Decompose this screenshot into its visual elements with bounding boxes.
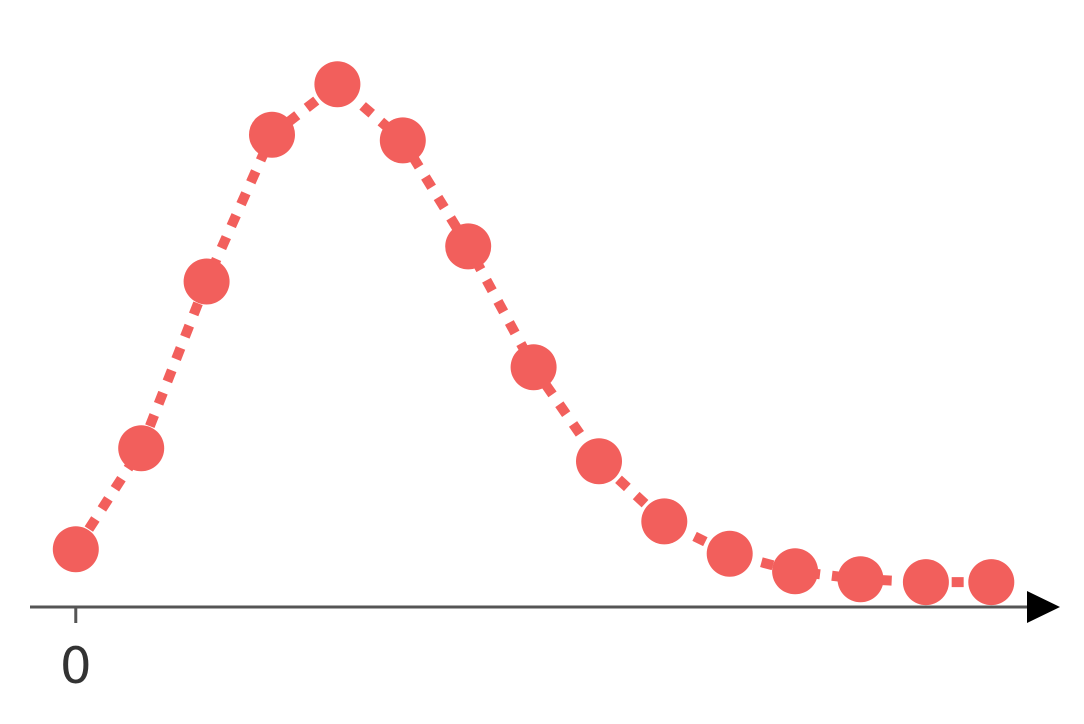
x-tick-label: 0 <box>60 637 92 695</box>
data-point <box>118 425 165 472</box>
data-point <box>902 559 949 606</box>
series-layer <box>52 61 1015 606</box>
x-axis-arrow <box>1027 591 1060 623</box>
data-point <box>183 258 230 305</box>
data-point <box>314 61 361 108</box>
data-point <box>249 111 295 158</box>
data-point <box>52 526 99 573</box>
data-point <box>968 559 1015 606</box>
data-point <box>837 556 884 603</box>
data-point <box>510 344 557 391</box>
data-point <box>576 438 622 485</box>
data-point <box>641 498 688 545</box>
series-line <box>71 79 992 588</box>
data-point <box>445 223 492 270</box>
data-point <box>706 530 753 577</box>
data-point <box>379 117 426 164</box>
x-ticks: 0 <box>60 607 92 695</box>
data-point <box>772 548 819 595</box>
